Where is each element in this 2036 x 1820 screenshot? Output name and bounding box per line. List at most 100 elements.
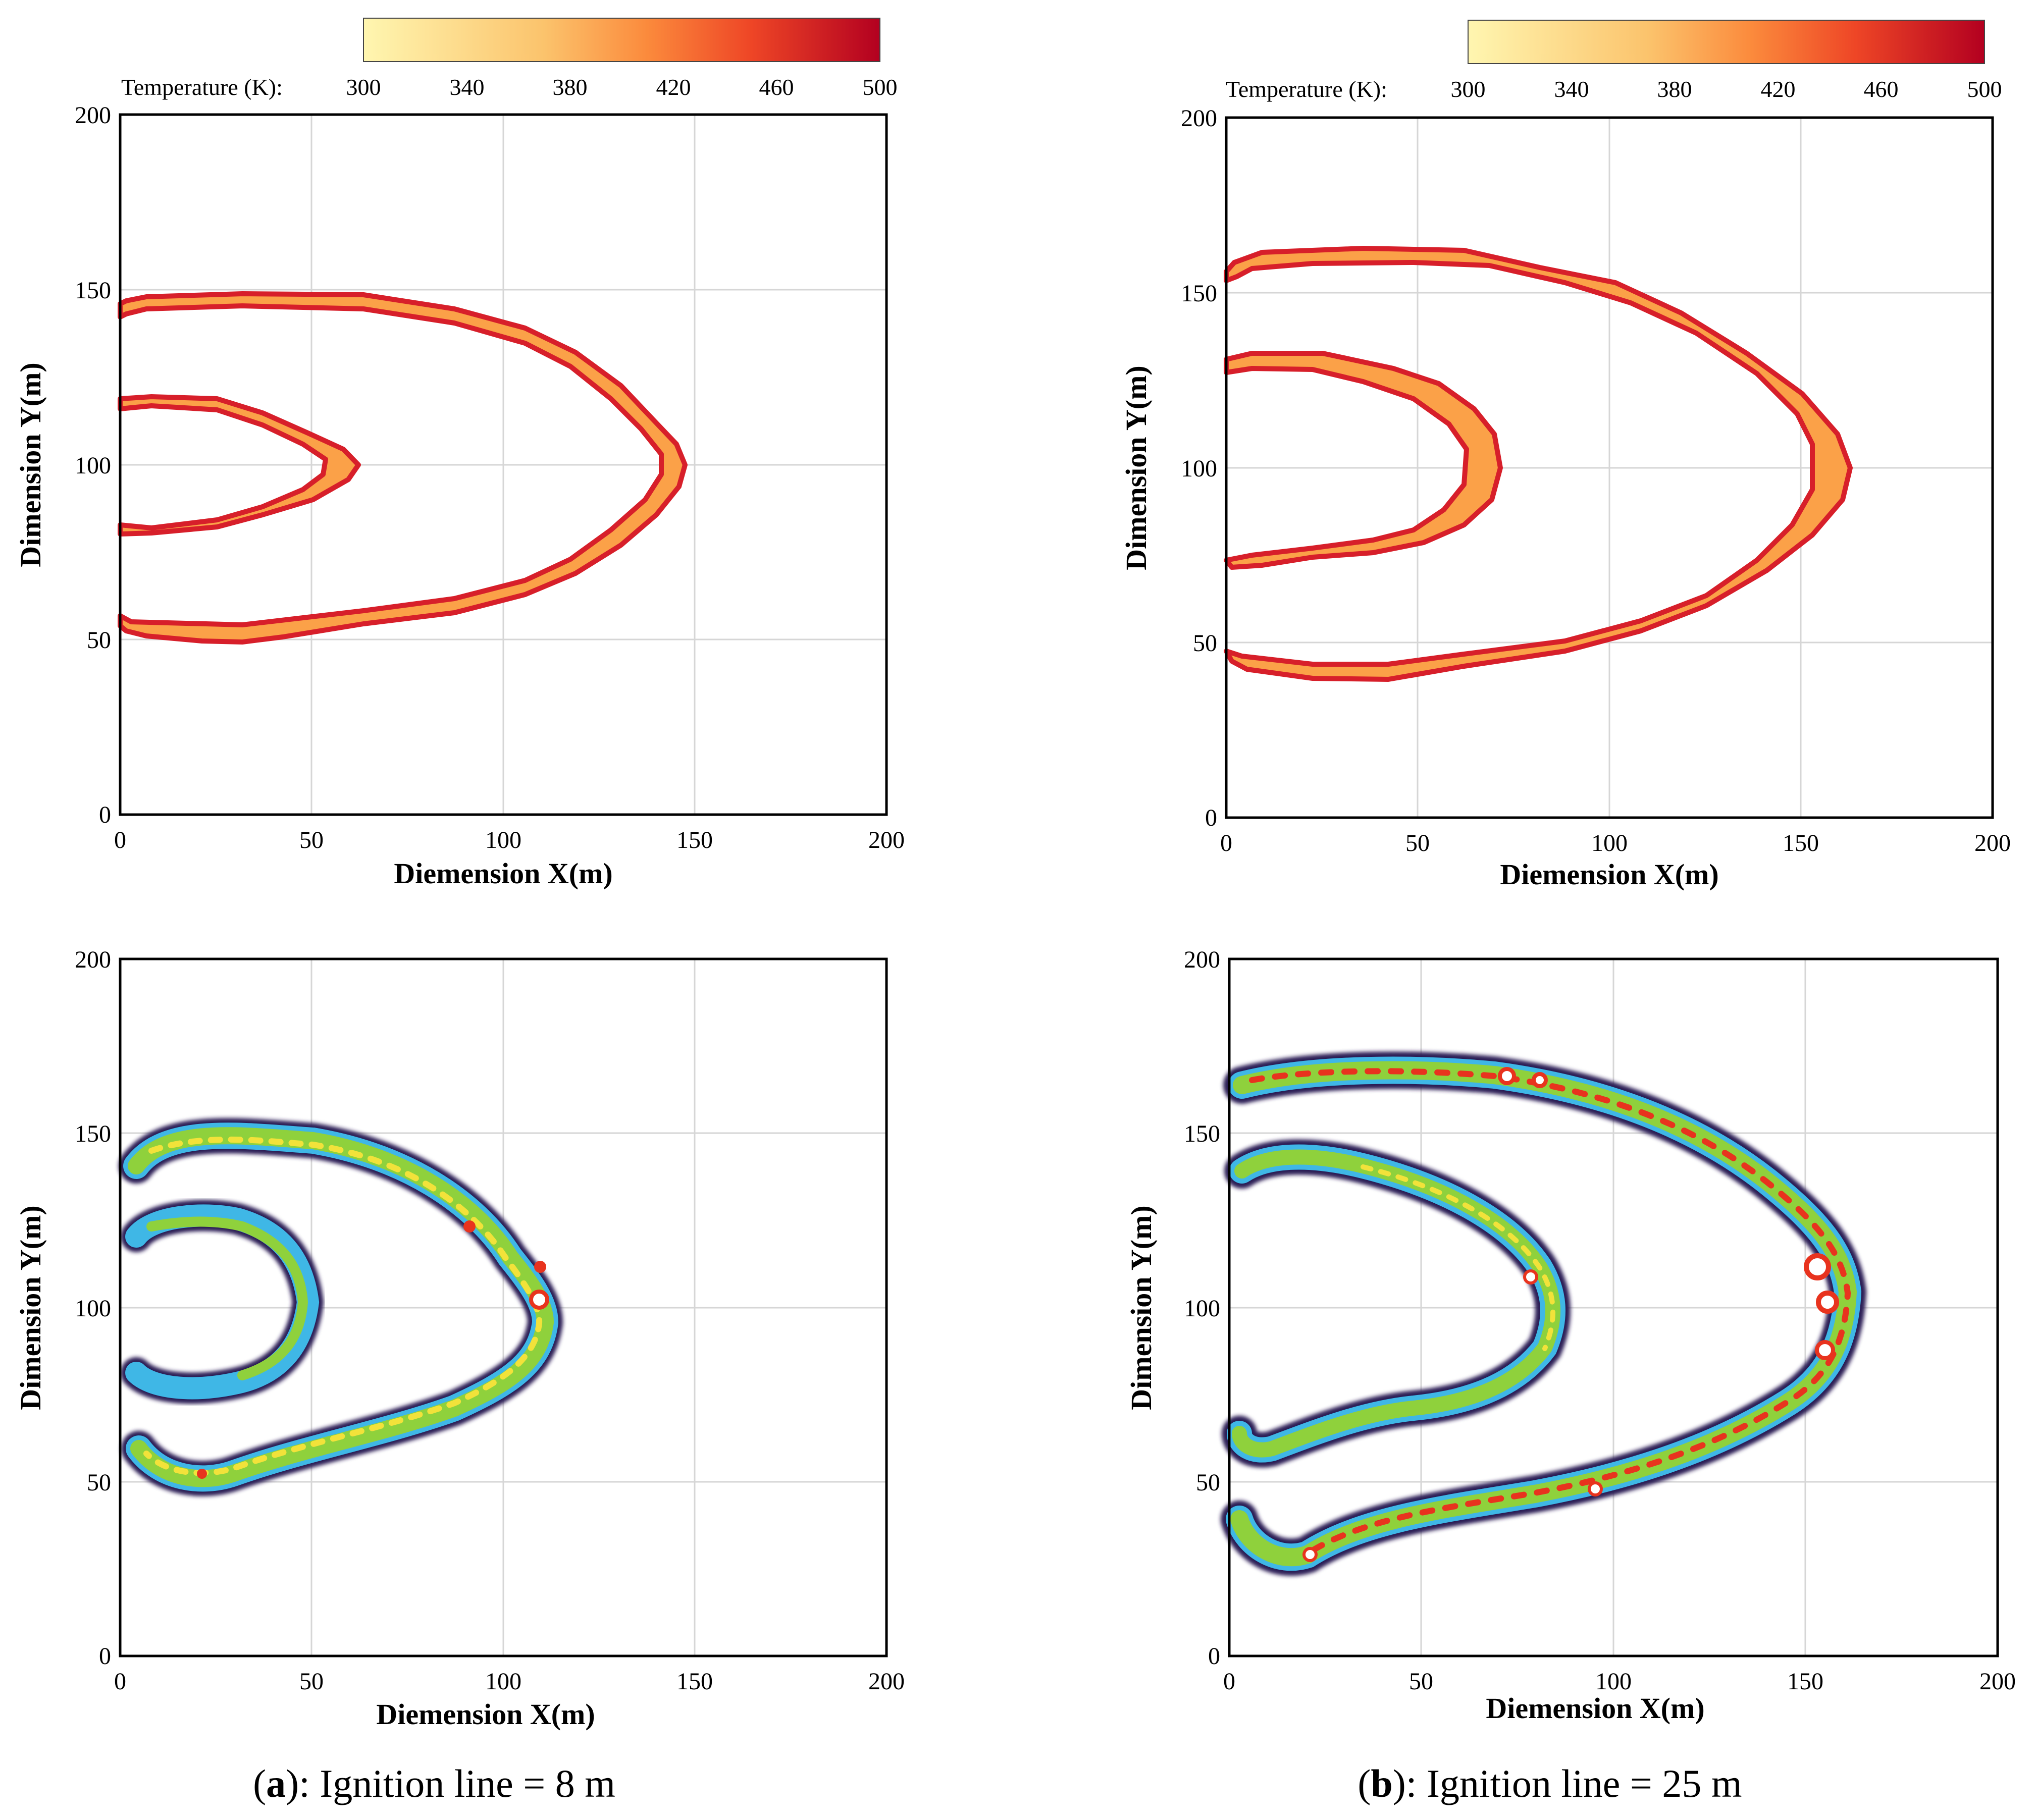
panel-b-top: Temperature (K): 300 340 380 420 460 500… — [1120, 20, 2011, 891]
caption-b: (b): Ignition line = 25 m — [1358, 1761, 1742, 1805]
colorbar-b-tick: 500 — [1967, 76, 2002, 102]
cfd-front-inner — [1222, 1139, 1571, 1468]
cfd-front-outer-hot — [143, 1136, 543, 1476]
colorbar-a-tick: 460 — [759, 74, 794, 100]
x-tick-label: 200 — [868, 827, 905, 853]
x-tick-label: 150 — [1787, 1668, 1823, 1695]
hot-spot — [463, 1220, 476, 1233]
axis-y-a-bottom: 0 50 100 150 200 Dimension Y(m) — [14, 946, 111, 1670]
hot-spot — [534, 1261, 546, 1273]
plot-area-a-bottom — [119, 957, 888, 1657]
colorbar-a-tick: 340 — [450, 74, 485, 100]
plot-frame — [119, 113, 888, 816]
x-tick-label: 200 — [868, 1668, 905, 1695]
colorbar-a-gradient — [363, 18, 880, 62]
axis-y-a-top: 0 50 100 150 200 Dimension Y(m) — [14, 102, 111, 828]
y-tick-label: 50 — [87, 1469, 111, 1496]
caption-b-text: (b): Ignition line = 25 m — [1358, 1761, 1742, 1805]
cfd-front-inner-core — [146, 1216, 308, 1380]
x-tick-label: 0 — [114, 827, 126, 853]
y-tick-label: 0 — [99, 1643, 111, 1670]
y-tick-label: 0 — [1205, 805, 1217, 831]
y-tick-label: 150 — [1184, 1120, 1220, 1147]
cfd-front-inner-core — [1232, 1149, 1560, 1458]
x-axis-title: Diemension X(m) — [394, 857, 612, 890]
plot-area-b-top — [1224, 116, 1994, 819]
hot-spot — [1804, 1253, 1831, 1280]
x-axis-title: Diemension X(m) — [1486, 1692, 1704, 1725]
colorbar-b-title: Temperature (K): — [1226, 76, 1387, 102]
x-tick-label: 0 — [114, 1668, 126, 1695]
colorbar-a-tick: 380 — [553, 74, 588, 100]
hot-spot — [1498, 1067, 1516, 1085]
colorbar-b-tick: 380 — [1657, 76, 1692, 102]
y-tick-label: 100 — [75, 1295, 111, 1322]
axis-x-b-top: 0 50 100 150 200 Diemension X(m) — [1220, 830, 2011, 891]
plot-frame — [1228, 957, 1999, 1657]
x-tick-label: 150 — [1783, 830, 1819, 857]
colorbar-a: Temperature (K): 300 340 380 420 460 500 — [121, 18, 898, 100]
caption-a-text: (a): Ignition line = 8 m — [253, 1761, 615, 1805]
y-tick-label: 50 — [1193, 630, 1217, 657]
colorbar-a-tick: 300 — [346, 74, 381, 100]
cfd-front-inner — [121, 1200, 324, 1404]
colorbar-b: Temperature (K): 300 340 380 420 460 500 — [1226, 20, 2002, 102]
panel-a-top: Temperature (K): 300 340 380 420 460 500 — [14, 18, 905, 890]
y-tick-label: 50 — [87, 627, 111, 654]
cfd-front-outer-core — [128, 1127, 554, 1487]
y-tick-label: 200 — [75, 946, 111, 973]
axis-x-a-bottom: 0 50 100 150 200 Diemension X(m) — [114, 1668, 905, 1731]
caption-b-body: ): Ignition line = 25 m — [1393, 1761, 1742, 1805]
axis-x-a-top: 0 50 100 150 200 Diemension X(m) — [114, 827, 905, 890]
plot-frame — [1225, 116, 1994, 819]
panel-a-bottom: 0 50 100 150 200 Diemension X(m) 0 50 10… — [14, 946, 905, 1731]
x-tick-label: 0 — [1220, 830, 1232, 857]
y-tick-label: 100 — [75, 452, 111, 479]
y-tick-label: 150 — [1181, 280, 1217, 307]
plot-frame — [119, 957, 888, 1657]
x-tick-label: 200 — [1974, 830, 2011, 857]
caption-open-paren: ( — [1358, 1761, 1371, 1805]
x-tick-label: 150 — [676, 827, 713, 853]
gridlines — [120, 115, 886, 815]
cfd-front-outer — [119, 1118, 563, 1496]
y-tick-label: 100 — [1184, 1295, 1220, 1322]
colorbar-a-tick: 420 — [656, 74, 691, 100]
hot-spot — [197, 1469, 207, 1479]
x-tick-label: 0 — [1223, 1668, 1235, 1695]
axis-y-b-bottom: 0 50 100 150 200 Dimension Y(m) — [1125, 946, 1220, 1670]
y-tick-label: 150 — [75, 1120, 111, 1147]
fire-front-outer — [118, 291, 688, 645]
y-tick-label: 100 — [1181, 455, 1217, 482]
y-tick-label: 200 — [75, 102, 111, 129]
colorbar-b-tick: 460 — [1864, 76, 1899, 102]
x-tick-label: 50 — [299, 827, 324, 853]
colorbar-b-tick: 300 — [1451, 76, 1486, 102]
gridlines — [120, 959, 886, 1656]
x-tick-label: 200 — [1979, 1668, 2016, 1695]
hot-spot — [1532, 1072, 1548, 1088]
x-axis-title: Diemension X(m) — [376, 1698, 595, 1731]
cfd-front-outer — [1221, 1051, 1867, 1576]
y-axis-title: Dimension Y(m) — [14, 362, 47, 567]
x-tick-label: 100 — [1595, 1668, 1632, 1695]
axis-x-b-bottom: 0 50 100 150 200 Diemension X(m) — [1223, 1668, 2016, 1725]
fire-front-inner — [1224, 351, 1503, 570]
cfd-front-inner-hot — [1361, 1164, 1556, 1351]
y-axis-title: Dimension Y(m) — [1120, 365, 1153, 570]
colorbar-a-title: Temperature (K): — [121, 74, 283, 100]
colorbar-b-gradient — [1468, 20, 1985, 64]
hot-spot — [1816, 1291, 1839, 1314]
axis-y-b-top: 0 50 100 150 200 Dimension Y(m) — [1120, 105, 1217, 831]
plot-area-a-top — [118, 113, 888, 816]
x-tick-label: 100 — [485, 827, 521, 853]
panel-b-bottom: 0 50 100 150 200 Diemension X(m) 0 50 10… — [1125, 946, 2016, 1725]
colorbar-a-tick: 500 — [863, 74, 898, 100]
hot-spot — [1302, 1547, 1318, 1562]
y-tick-label: 0 — [1208, 1643, 1220, 1670]
gridlines — [1226, 118, 1993, 818]
hot-spot — [529, 1290, 549, 1310]
y-axis-title: Dimension Y(m) — [14, 1205, 47, 1410]
x-tick-label: 150 — [676, 1668, 713, 1695]
y-tick-label: 0 — [99, 801, 111, 828]
